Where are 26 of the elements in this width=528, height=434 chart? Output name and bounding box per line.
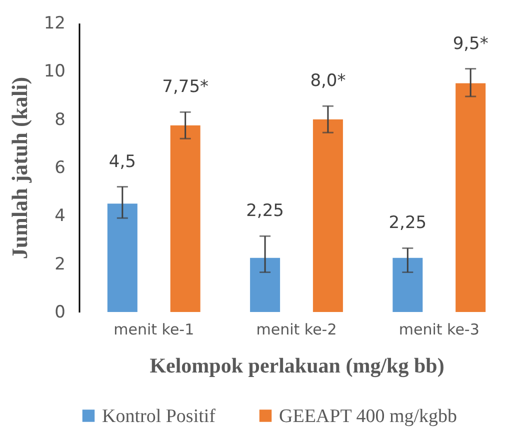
- x-tick-label: menit ke-3: [398, 320, 480, 338]
- y-tick-label: 0: [54, 302, 66, 322]
- bar: [312, 119, 343, 312]
- bar: [392, 258, 423, 312]
- data-label: 4,5: [108, 152, 136, 172]
- bar: [456, 83, 486, 312]
- y-axis-title: Jumlah jatuh (kali): [6, 76, 32, 260]
- data-label: 7,75*: [162, 77, 209, 98]
- y-tick-label: 4: [54, 206, 66, 226]
- x-tick-label: menit ke-1: [114, 320, 194, 338]
- bar: [250, 258, 280, 312]
- y-tick-label: 2: [54, 254, 66, 274]
- bar: [170, 125, 200, 312]
- data-label: 8,0*: [310, 71, 346, 92]
- legend-label: Kontrol Positif: [102, 406, 216, 427]
- x-tick-label: menit ke-2: [256, 320, 337, 338]
- legend-label: GEEAPT 400 mg/kgbb: [279, 406, 458, 427]
- bar: [107, 204, 138, 312]
- y-tick-label: 8: [54, 110, 66, 130]
- data-label: 9,5*: [452, 34, 488, 54]
- x-axis-title: Kelompok perlakuan (mg/kg bb): [150, 354, 444, 378]
- data-label: 2,25: [388, 213, 427, 234]
- data-label: 2,25: [246, 201, 284, 222]
- y-tick-label: 6: [54, 158, 66, 178]
- y-tick-label: 10: [44, 62, 66, 82]
- y-tick-label: 12: [44, 14, 66, 34]
